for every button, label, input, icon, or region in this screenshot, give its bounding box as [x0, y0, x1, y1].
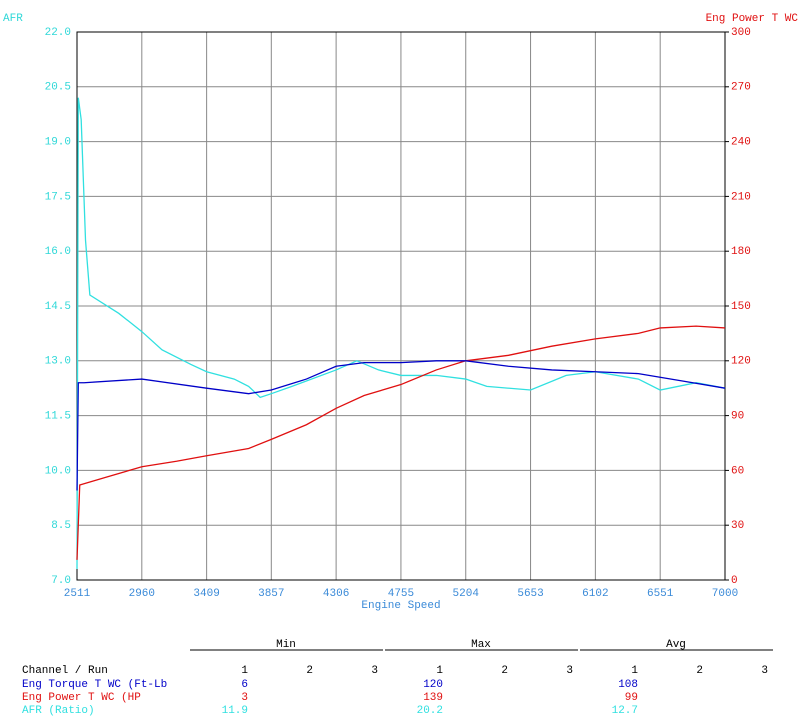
y-tick-label: 11.5: [45, 411, 71, 423]
run-number: 3: [566, 665, 573, 677]
y-tick-label: 20.5: [45, 82, 71, 94]
series-line: [76, 97, 726, 570]
y2-tick-label: 150: [731, 301, 751, 313]
y-tick-label: 14.5: [45, 301, 71, 313]
y-tick-label: 17.5: [45, 191, 71, 203]
run-number: 3: [761, 665, 768, 677]
run-number: 2: [696, 665, 703, 677]
y2-axis-label: Eng Power T WC: [706, 13, 799, 25]
run-number: 1: [436, 665, 443, 677]
y-tick-label: 10.0: [45, 465, 71, 477]
y-axis-label: AFR: [3, 13, 23, 25]
y-tick-label: 22.0: [45, 27, 71, 39]
x-tick-label: 4755: [388, 588, 414, 600]
stat-value: 20.2: [417, 705, 443, 717]
run-number: 2: [501, 665, 508, 677]
group-header: Max: [471, 639, 491, 651]
y2-tick-label: 60: [731, 465, 744, 477]
x-tick-label: 2960: [129, 588, 155, 600]
x-tick-label: 3409: [193, 588, 219, 600]
y2-tick-label: 180: [731, 246, 751, 258]
y-tick-label: 16.0: [45, 246, 71, 258]
run-number: 1: [631, 665, 638, 677]
stat-value: 11.9: [222, 705, 248, 717]
series-line: [76, 325, 726, 560]
y2-tick-label: 30: [731, 520, 744, 532]
y2-tick-label: 270: [731, 82, 751, 94]
x-tick-label: 5653: [517, 588, 543, 600]
y2-tick-label: 300: [731, 27, 751, 39]
x-tick-label: 3857: [258, 588, 284, 600]
series-line: [76, 360, 726, 491]
x-tick-label: 7000: [712, 588, 738, 600]
x-tick-label: 6551: [647, 588, 674, 600]
row-name: Eng Torque T WC (Ft-Lb: [22, 679, 167, 691]
group-header: Avg: [666, 639, 686, 651]
plot-frame: [76, 31, 726, 581]
run-number: 2: [306, 665, 313, 677]
stat-value: 99: [625, 692, 638, 704]
row-name: AFR (Ratio): [22, 705, 95, 717]
stat-value: 139: [423, 692, 443, 704]
run-number: 3: [371, 665, 378, 677]
y2-tick-label: 210: [731, 191, 751, 203]
y-tick-label: 19.0: [45, 137, 71, 149]
stat-value: 12.7: [612, 705, 638, 717]
y2-tick-label: 0: [731, 575, 738, 587]
y2-tick-label: 90: [731, 411, 744, 423]
y-tick-label: 7.0: [51, 575, 71, 587]
x-tick-label: 4306: [323, 588, 349, 600]
stat-value: 108: [618, 679, 638, 691]
x-tick-label: 5204: [453, 588, 480, 600]
x-tick-label: 2511: [64, 588, 91, 600]
group-header: Min: [276, 639, 296, 651]
table-header: Channel / Run: [22, 665, 108, 677]
stat-value: 120: [423, 679, 443, 691]
stat-value: 3: [241, 692, 248, 704]
y2-tick-label: 240: [731, 137, 751, 149]
stat-value: 6: [241, 679, 248, 691]
y2-tick-label: 120: [731, 356, 751, 368]
y-tick-label: 13.0: [45, 356, 71, 368]
row-name: Eng Power T WC (HP: [22, 692, 141, 704]
x-axis-label: Engine Speed: [361, 600, 440, 612]
x-tick-label: 6102: [582, 588, 608, 600]
y-tick-label: 8.5: [51, 520, 71, 532]
run-number: 1: [241, 665, 248, 677]
